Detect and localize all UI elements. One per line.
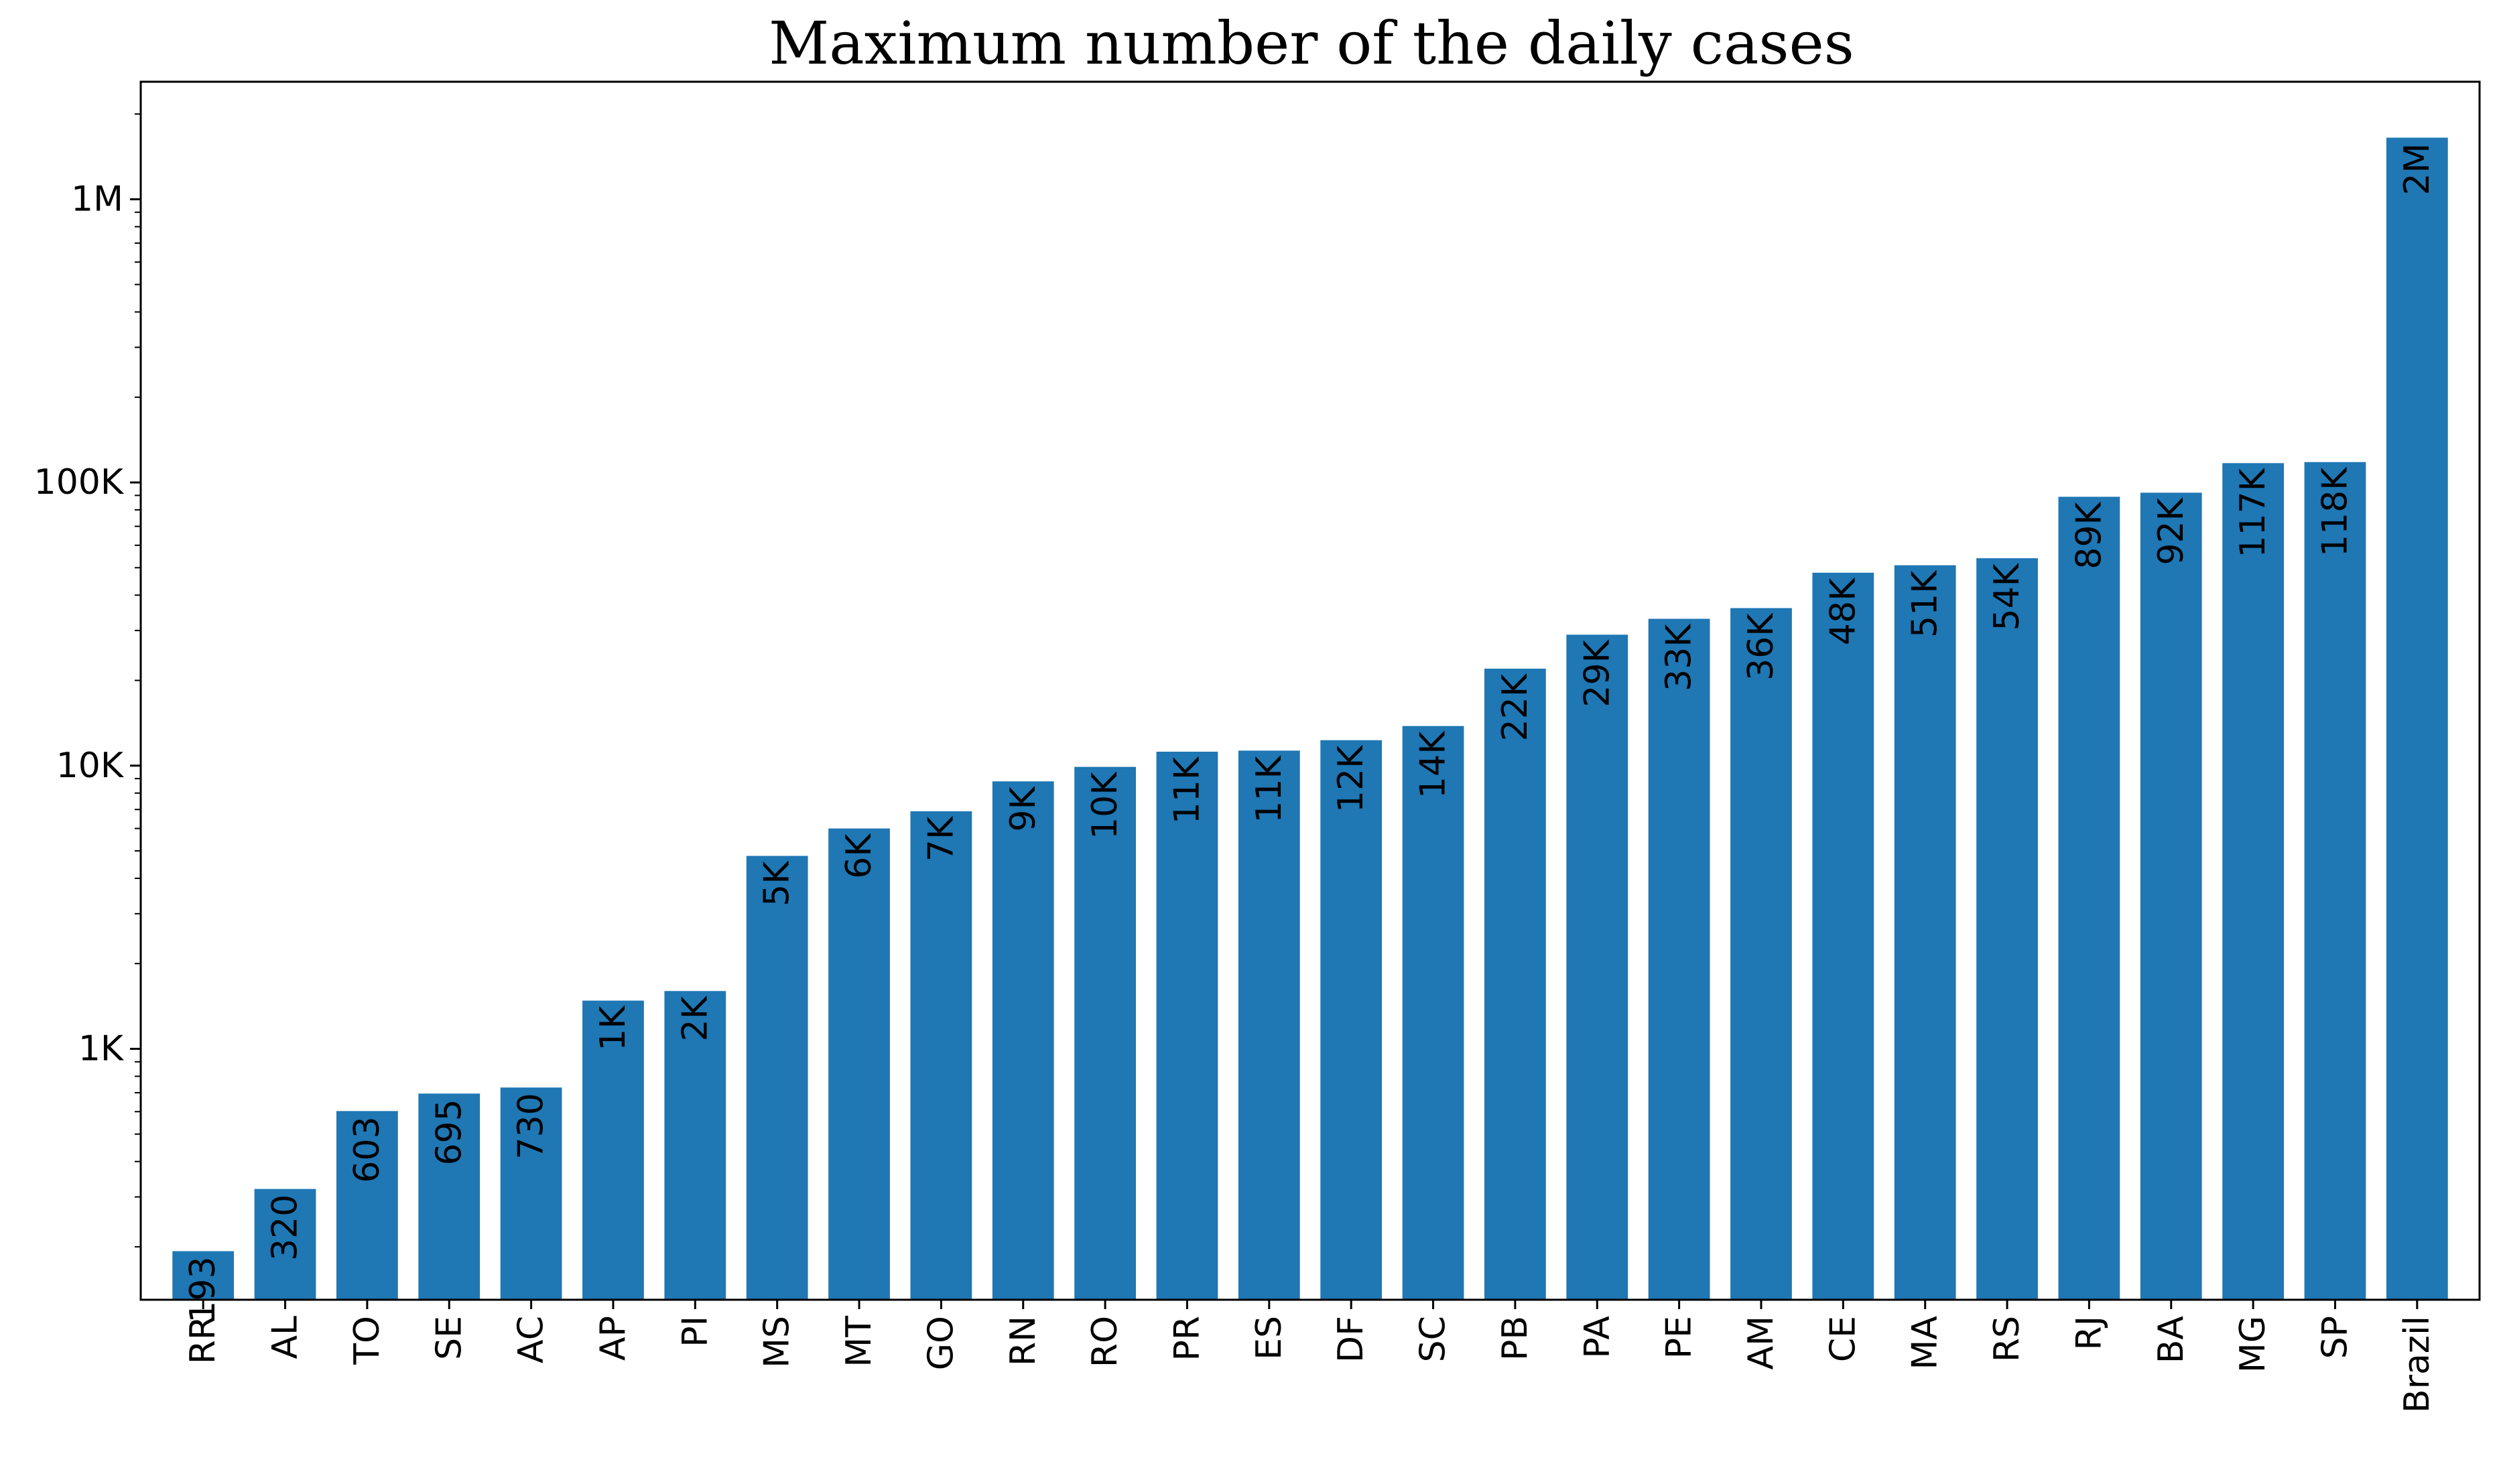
x-tick-label-pa: PA bbox=[1577, 1316, 1617, 1359]
data-label-ms: 5K bbox=[757, 860, 797, 906]
data-label-al: 320 bbox=[265, 1195, 306, 1261]
y-axis: 1K 10K 100K 1M bbox=[34, 113, 141, 1247]
data-label-rr: 193 bbox=[183, 1256, 223, 1323]
x-tick-label-rj: RJ bbox=[2069, 1316, 2109, 1350]
bar-go bbox=[910, 811, 972, 1300]
x-tick-label-pi: PI bbox=[675, 1316, 715, 1347]
bar-ba bbox=[2140, 492, 2202, 1300]
plot-frame bbox=[139, 80, 2481, 1301]
bar-rn bbox=[992, 781, 1054, 1300]
data-label-rs: 54K bbox=[1987, 562, 2027, 630]
x-tick-label-rs: RS bbox=[1987, 1316, 2027, 1362]
x-tick-label-rr: RR bbox=[183, 1316, 223, 1364]
bar-sp bbox=[2304, 462, 2366, 1300]
x-tick-label-pe: PE bbox=[1659, 1316, 1700, 1359]
data-label-brazil: 2M bbox=[2397, 143, 2437, 195]
data-labels-group: 193 320 603 695 730 1K 2K 5K 6K 7K 9K 10K 11K 11K 12K 1… bbox=[183, 143, 2437, 1323]
x-tick-label-al: AL bbox=[265, 1316, 306, 1359]
chart-title: Maximum number of the daily cases bbox=[769, 9, 1854, 78]
data-label-sp: 118K bbox=[2315, 466, 2355, 557]
data-label-pr: 11K bbox=[1167, 756, 1207, 824]
data-label-am: 36K bbox=[1741, 612, 1781, 681]
bar-rr bbox=[172, 1251, 235, 1300]
data-label-ro: 10K bbox=[1085, 771, 1125, 839]
x-tick-label-ac: AC bbox=[511, 1316, 552, 1363]
x-tick-label-se: SE bbox=[429, 1316, 469, 1360]
x-tick-label-mg: MG bbox=[2233, 1316, 2273, 1373]
x-tick-label-brazil: Brazil bbox=[2397, 1316, 2437, 1413]
data-label-ba: 92K bbox=[2151, 497, 2191, 565]
bar-es bbox=[1238, 750, 1300, 1300]
x-tick-label-am: AM bbox=[1741, 1316, 1781, 1369]
bar-pb bbox=[1484, 669, 1546, 1300]
data-label-df: 12K bbox=[1331, 744, 1371, 813]
data-label-pb: 22K bbox=[1495, 673, 1535, 741]
data-label-ce: 48K bbox=[1823, 577, 1863, 645]
x-tick-label-mt: MT bbox=[839, 1316, 879, 1367]
x-tick-label-ba: BA bbox=[2151, 1316, 2191, 1364]
data-label-pe: 33K bbox=[1659, 623, 1700, 691]
bar-pr bbox=[1156, 751, 1218, 1300]
x-tick-label-ms: MS bbox=[757, 1316, 797, 1368]
bar-ms bbox=[746, 856, 808, 1300]
bar-df bbox=[1320, 740, 1383, 1300]
x-tick-label-sp: SP bbox=[2315, 1316, 2355, 1359]
bar-rs bbox=[1976, 558, 2038, 1300]
y-tick-label: 1K bbox=[78, 1028, 125, 1069]
x-tick-label-to: TO bbox=[347, 1316, 387, 1365]
bar-ap bbox=[582, 1000, 644, 1300]
data-label-se: 695 bbox=[429, 1099, 469, 1165]
data-label-es: 11K bbox=[1249, 754, 1289, 823]
bar-ac bbox=[500, 1087, 562, 1300]
data-label-ac: 730 bbox=[511, 1093, 552, 1159]
x-tick-label-pr: PR bbox=[1167, 1316, 1207, 1361]
bar-pi bbox=[664, 991, 726, 1300]
x-tick-label-ce: CE bbox=[1823, 1316, 1863, 1362]
x-tick-label-es: ES bbox=[1249, 1316, 1289, 1360]
x-tick-label-ap: AP bbox=[593, 1316, 633, 1361]
y-tick-label: 10K bbox=[56, 746, 125, 786]
y-tick-label: 1M bbox=[71, 179, 123, 219]
x-tick-label-rn: RN bbox=[1003, 1316, 1043, 1366]
bar-al bbox=[254, 1189, 316, 1300]
data-label-pi: 2K bbox=[675, 995, 715, 1041]
bar-se bbox=[418, 1093, 480, 1300]
bar-pe bbox=[1648, 618, 1710, 1300]
x-tick-label-df: DF bbox=[1331, 1316, 1371, 1363]
bar-to bbox=[336, 1111, 398, 1300]
bar-am bbox=[1730, 608, 1792, 1300]
x-tick-label-sc: SC bbox=[1413, 1316, 1454, 1362]
bar-mg bbox=[2222, 463, 2284, 1300]
data-label-mg: 117K bbox=[2233, 467, 2273, 557]
bar-rj bbox=[2058, 496, 2120, 1300]
bars-group bbox=[172, 137, 2448, 1300]
bar-brazil bbox=[2386, 137, 2448, 1300]
data-label-ma: 51K bbox=[1905, 569, 1945, 638]
bar-ma bbox=[1894, 565, 1956, 1300]
data-label-to: 603 bbox=[347, 1116, 387, 1183]
bar-sc bbox=[1402, 726, 1464, 1300]
data-label-go: 7K bbox=[921, 815, 961, 862]
data-label-rn: 9K bbox=[1003, 785, 1043, 831]
data-label-sc: 14K bbox=[1413, 730, 1454, 799]
bar-mt bbox=[828, 828, 890, 1300]
y-tick-label: 100K bbox=[34, 462, 125, 502]
x-axis: RR AL TO SE AC AP PI MS MT GO RN RO PR ES DF SC PB PA PE AM… bbox=[183, 1300, 2437, 1413]
x-tick-label-go: GO bbox=[921, 1316, 961, 1370]
x-tick-label-pb: PB bbox=[1495, 1316, 1535, 1361]
data-label-rj: 89K bbox=[2069, 501, 2109, 569]
bar-ce bbox=[1812, 572, 1874, 1300]
bar-ro bbox=[1074, 766, 1136, 1300]
x-tick-label-ro: RO bbox=[1085, 1316, 1125, 1367]
data-label-ap: 1K bbox=[593, 1005, 633, 1051]
data-label-pa: 29K bbox=[1577, 638, 1617, 707]
data-label-mt: 6K bbox=[839, 833, 879, 879]
bar-pa bbox=[1566, 634, 1628, 1300]
x-tick-label-ma: MA bbox=[1905, 1316, 1945, 1370]
